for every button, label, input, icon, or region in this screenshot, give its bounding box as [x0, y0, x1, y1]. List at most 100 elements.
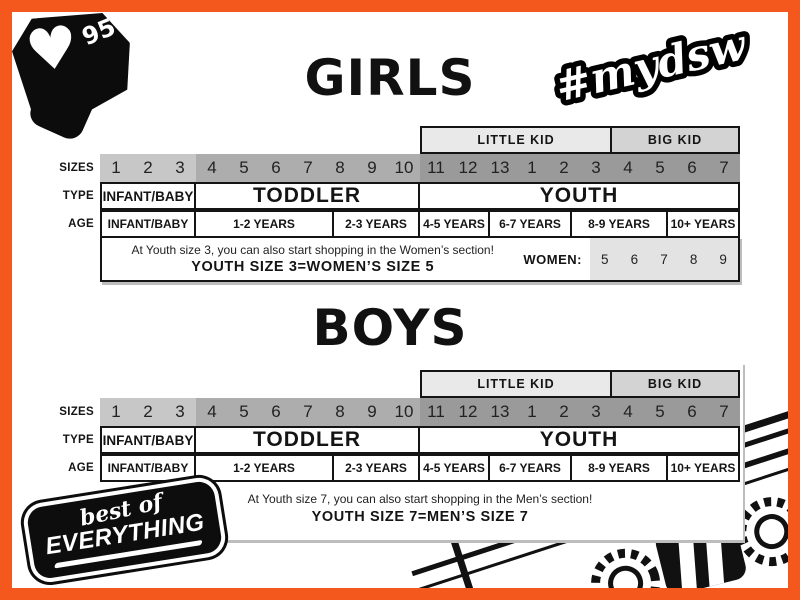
size-cell: 11 — [420, 154, 452, 182]
size-cell: 2 — [548, 154, 580, 182]
type-row-label: TYPE — [62, 190, 94, 202]
type-cell-toddler: TODDLER — [194, 182, 420, 210]
heart-icon: ♥ — [21, 11, 83, 87]
girls-note-line1: At Youth size 3, you can also start shop… — [131, 243, 494, 257]
age-cell: INFANT/BABY — [100, 210, 196, 238]
big-kid-header: BIG KID — [610, 370, 740, 398]
boys-section-title: BOYS — [312, 299, 468, 357]
women-sizes-label: WOMEN: — [523, 251, 582, 267]
girls-size-table: LITTLE KID BIG KID SIZES 1 2 3 4 5 6 7 8… — [56, 126, 740, 282]
size-cell: 6 — [260, 398, 292, 426]
women-size-value: 8 — [689, 251, 698, 267]
age-cell: 2-3 YEARS — [332, 210, 420, 238]
big-kid-header: BIG KID — [610, 126, 740, 154]
best-of-everything-sticker: best of EVERYTHING — [25, 479, 224, 581]
women-size-value: 9 — [719, 251, 727, 267]
sizes-row-label: SIZES — [59, 406, 94, 418]
type-cell-toddler: TODDLER — [194, 426, 420, 454]
age-cell: 10+ YEARS — [666, 454, 740, 482]
size-cell: 4 — [612, 398, 644, 426]
age-cell: 6-7 YEARS — [488, 210, 572, 238]
size-cell: 7 — [292, 154, 324, 182]
size-cell: 3 — [580, 398, 612, 426]
mydsw-hashtag-logo: #mydsw — [552, 14, 752, 117]
boys-sizes-row: SIZES 1 2 3 4 5 6 7 8 9 10 11 12 13 1 2 … — [56, 398, 740, 426]
girls-sizes-row: SIZES 1 2 3 4 5 6 7 8 9 10 11 12 13 1 2 … — [56, 154, 740, 182]
girls-note-line2: YOUTH SIZE 3=WOMEN’S SIZE 5 — [191, 259, 435, 275]
size-cell: 13 — [484, 398, 516, 426]
age-cell: 8-9 YEARS — [570, 210, 668, 238]
size-cell: 6 — [260, 154, 292, 182]
age-row-label: AGE — [68, 218, 94, 230]
size-cell: 4 — [612, 154, 644, 182]
age-cell: 6-7 YEARS — [488, 454, 572, 482]
age-cell: 4-5 YEARS — [418, 210, 490, 238]
size-cell: 5 — [644, 398, 676, 426]
type-cell-infant: INFANT/BABY — [100, 426, 196, 454]
women-size-value: 6 — [630, 251, 639, 267]
girls-note-text: At Youth size 3, you can also start shop… — [102, 238, 523, 280]
likes-badge-sticker: ♥ 95 — [4, 4, 154, 144]
boys-kid-group-row: LITTLE KID BIG KID — [56, 370, 740, 398]
boys-size-table: LITTLE KID BIG KID SIZES 1 2 3 4 5 6 7 8… — [56, 370, 740, 482]
size-cell: 10 — [388, 398, 420, 426]
size-cell: 2 — [132, 398, 164, 426]
size-cell: 6 — [676, 398, 708, 426]
size-cell: 7 — [708, 154, 740, 182]
little-kid-header: LITTLE KID — [420, 370, 612, 398]
size-cell: 13 — [484, 154, 516, 182]
age-cell: 1-2 YEARS — [194, 454, 334, 482]
size-cell: 3 — [580, 154, 612, 182]
size-cell: 12 — [452, 398, 484, 426]
size-cell: 5 — [228, 398, 260, 426]
sizes-row-label: SIZES — [59, 162, 94, 174]
size-cell: 1 — [516, 398, 548, 426]
little-kid-header: LITTLE KID — [420, 126, 612, 154]
girls-section-title: GIRLS — [304, 49, 476, 107]
age-cell: 2-3 YEARS — [332, 454, 420, 482]
women-size-value: 7 — [660, 251, 668, 267]
size-cell: 6 — [676, 154, 708, 182]
size-cell: 5 — [228, 154, 260, 182]
best-of-everything-blob: best of EVERYTHING — [25, 479, 224, 581]
age-cell: 4-5 YEARS — [418, 454, 490, 482]
size-cell: 2 — [132, 154, 164, 182]
size-cell: 4 — [196, 398, 228, 426]
size-cell: 8 — [324, 154, 356, 182]
size-cell: 3 — [164, 398, 196, 426]
size-cell: 4 — [196, 154, 228, 182]
age-cell: INFANT/BABY — [100, 454, 196, 482]
size-cell: 1 — [100, 154, 132, 182]
kid-row-spacer — [56, 370, 420, 398]
girls-type-row: TYPE INFANT/BABY TODDLER YOUTH — [56, 182, 740, 210]
size-cell: 1 — [516, 154, 548, 182]
size-cell: 10 — [388, 154, 420, 182]
age-cell: 8-9 YEARS — [570, 454, 668, 482]
size-cell: 7 — [708, 398, 740, 426]
girls-kid-group-row: LITTLE KID BIG KID — [56, 126, 740, 154]
size-cell: 12 — [452, 154, 484, 182]
boys-note-text: At Youth size 7, you can also start shop… — [100, 492, 740, 525]
age-row-label: AGE — [68, 462, 94, 474]
size-cell: 3 — [164, 154, 196, 182]
size-cell: 11 — [420, 398, 452, 426]
size-cell: 1 — [100, 398, 132, 426]
type-cell-youth: YOUTH — [418, 182, 740, 210]
type-cell-youth: YOUTH — [418, 426, 740, 454]
women-size-value: 5 — [601, 251, 609, 267]
age-cell: 10+ YEARS — [666, 210, 740, 238]
women-sizes-panel: 5 6 7 8 9 — [590, 238, 738, 280]
girls-note-box: At Youth size 3, you can also start shop… — [100, 236, 740, 282]
boys-note-line1: At Youth size 7, you can also start shop… — [247, 492, 593, 506]
girls-age-row: AGE INFANT/BABY 1-2 YEARS 2-3 YEARS 4-5 … — [56, 210, 740, 238]
boys-note-line2: YOUTH SIZE 7=MEN’S SIZE 7 — [311, 509, 529, 525]
size-cell: 9 — [356, 154, 388, 182]
age-cell: 1-2 YEARS — [194, 210, 334, 238]
size-cell: 8 — [324, 398, 356, 426]
size-cell: 9 — [356, 398, 388, 426]
size-cell: 7 — [292, 398, 324, 426]
type-row-label: TYPE — [62, 434, 94, 446]
size-cell: 2 — [548, 398, 580, 426]
boys-type-row: TYPE INFANT/BABY TODDLER YOUTH — [56, 426, 740, 454]
